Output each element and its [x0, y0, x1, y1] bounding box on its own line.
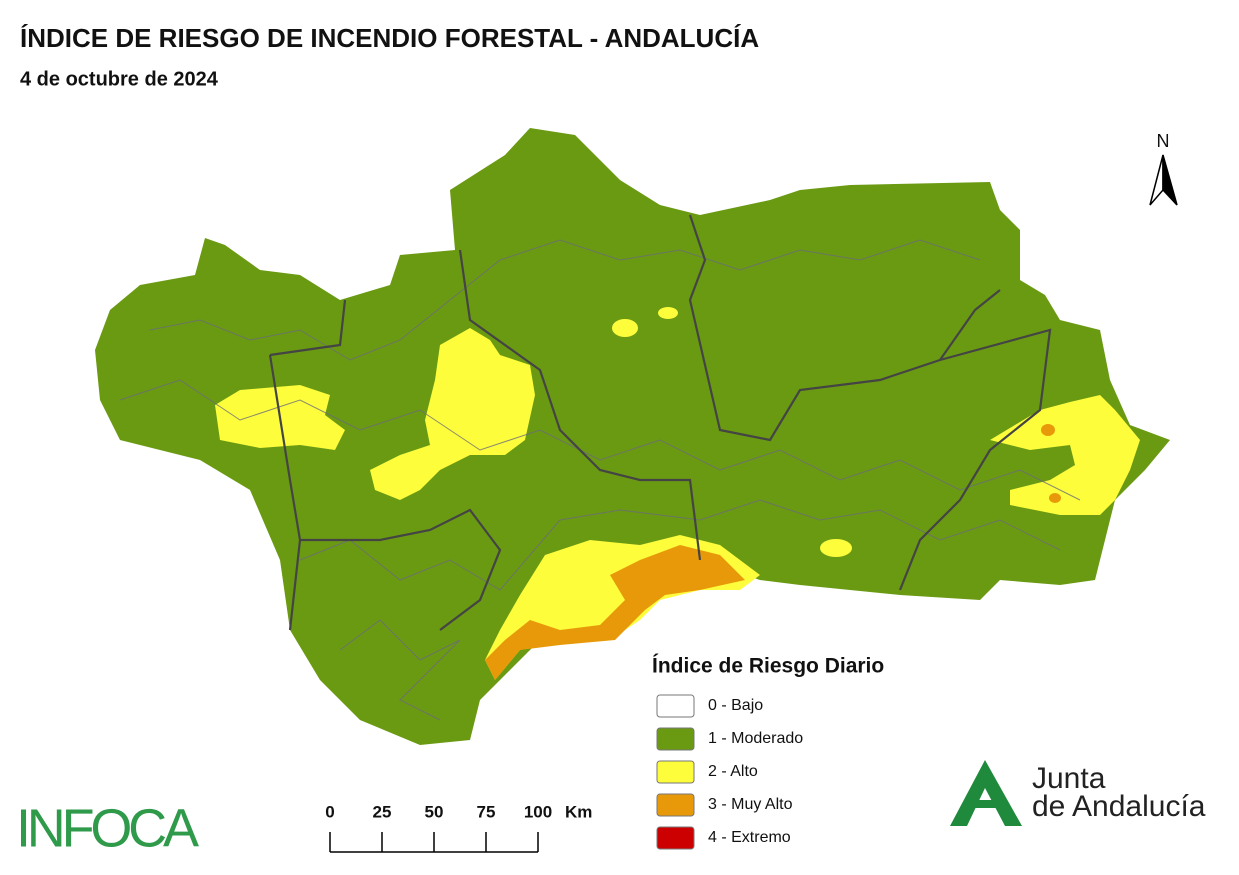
junta-emblem-bar: [972, 800, 1000, 808]
legend-swatch: [656, 727, 695, 751]
legend-swatch: [656, 694, 695, 718]
scale-tick-label: 100: [524, 802, 552, 821]
province-border: [268, 354, 302, 631]
region-very-high: [485, 545, 745, 680]
scale-tick-label: 0: [325, 802, 334, 821]
region-very-high: [1049, 493, 1061, 503]
legend-label: 4 - Extremo: [708, 829, 791, 846]
municipal-borders: [149, 239, 981, 361]
region-moderate: [95, 128, 1170, 745]
region-high: [990, 395, 1140, 515]
legend-label: 2 - Alto: [708, 763, 758, 780]
region-high: [658, 307, 678, 319]
map: [95, 128, 1170, 745]
north-arrow-right: [1162, 154, 1178, 206]
legend-label: 1 - Moderado: [708, 730, 803, 747]
north-arrow: N: [1149, 131, 1178, 206]
scale-tick-label: 75: [477, 802, 496, 821]
scale-unit: Km: [565, 802, 592, 821]
province-border: [458, 249, 702, 561]
subtitle: 4 de octubre de 2024: [20, 68, 219, 90]
province-border: [269, 299, 347, 357]
junta-text: Junta: [1032, 762, 1106, 795]
legend-swatch: [656, 793, 695, 817]
region-high: [370, 328, 535, 500]
region-high: [612, 319, 638, 337]
province-border: [898, 328, 1052, 591]
title: ÍNDICE DE RIESGO DE INCENDIO FORESTAL - …: [20, 23, 759, 53]
scale-tick-label: 50: [425, 802, 444, 821]
scale-tick-label: 25: [373, 802, 392, 821]
legend-title: Índice de Riesgo Diario: [652, 655, 884, 678]
north-arrow-left: [1149, 154, 1164, 206]
province-border: [688, 214, 1001, 442]
legend-label: 0 - Bajo: [708, 697, 763, 714]
region-very-high: [1041, 424, 1055, 436]
legend-swatch: [656, 760, 695, 784]
junta-logo: Junta de Andalucía: [950, 760, 1206, 826]
north-label: N: [1157, 131, 1170, 151]
municipal-borders: [339, 619, 461, 721]
municipal-borders: [299, 499, 1061, 591]
scale-bar: Km 0 25 50 75 100: [325, 802, 592, 853]
legend-swatch: [656, 826, 695, 850]
junta-emblem: [950, 760, 1022, 826]
junta-text: de Andalucía: [1032, 790, 1206, 823]
province-border: [300, 508, 502, 631]
infoca-logo: INFOCA: [16, 798, 199, 858]
municipal-borders: [119, 379, 1081, 501]
region-high: [820, 539, 852, 557]
legend: 0 - Bajo 1 - Moderado 2 - Alto 3 - Muy Alto…: [656, 694, 803, 850]
legend-label: 3 - Muy Alto: [708, 796, 793, 813]
